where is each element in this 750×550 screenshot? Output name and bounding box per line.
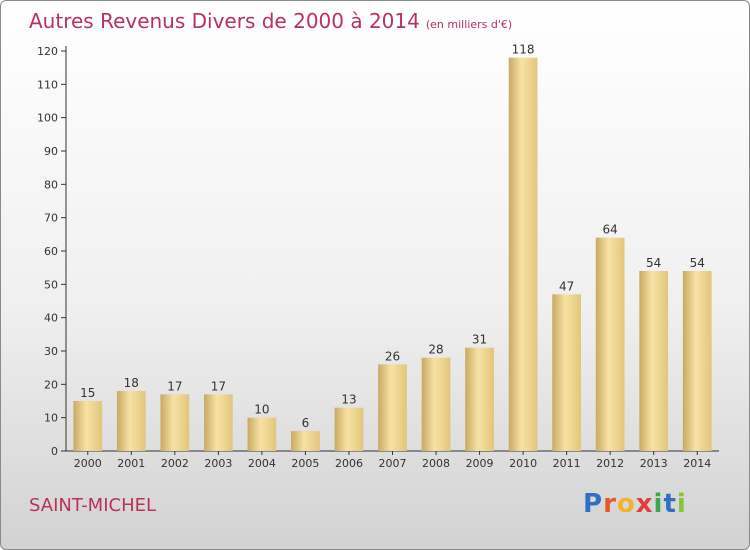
x-tick-label: 2006 (335, 457, 363, 470)
y-tick-label: 100 (37, 112, 58, 125)
y-tick-label: 50 (44, 278, 58, 291)
y-tick-label: 70 (44, 212, 58, 225)
chart-title: Autres Revenus Divers de 2000 à 2014 (en … (29, 9, 512, 33)
bar (465, 347, 494, 451)
y-tick-label: 30 (44, 345, 58, 358)
bar-value-label: 64 (603, 223, 618, 237)
logo-letter: i (676, 489, 687, 519)
x-tick-label: 2004 (248, 457, 276, 470)
bar-value-label: 47 (559, 279, 574, 293)
bar-value-label: 118 (512, 43, 535, 57)
bar (204, 394, 233, 451)
x-tick-label: 2005 (291, 457, 319, 470)
logo-letter: t (663, 489, 677, 519)
x-tick-label: 2000 (74, 457, 102, 470)
bar-value-label: 17 (167, 379, 182, 393)
bar (73, 401, 103, 451)
bar (160, 394, 190, 451)
bar (639, 271, 669, 451)
bar (682, 271, 712, 451)
bar (334, 407, 364, 451)
bar-value-label: 17 (211, 379, 226, 393)
bar-value-label: 28 (428, 343, 443, 357)
y-tick-label: 20 (44, 378, 58, 391)
x-tick-label: 2007 (379, 457, 407, 470)
bar (595, 237, 625, 451)
bar (421, 357, 451, 451)
proxiti-logo: Proxiti (583, 489, 687, 519)
bar (247, 417, 277, 451)
logo-letter: r (603, 489, 617, 519)
x-tick-label: 2008 (422, 457, 450, 470)
logo-letter: o (616, 489, 636, 519)
bar-value-label: 10 (254, 403, 269, 417)
bar-value-label: 13 (341, 393, 356, 407)
y-tick-label: 0 (51, 445, 58, 458)
commune-name: SAINT-MICHEL (29, 495, 157, 516)
y-tick-label: 60 (44, 245, 58, 258)
logo-letter: i (653, 489, 664, 519)
bar-value-label: 54 (646, 256, 661, 270)
chart-subtitle: (en milliers d'€) (425, 18, 513, 31)
bar (291, 431, 320, 451)
bar (116, 391, 146, 451)
bar (508, 57, 538, 452)
title-text: Autres Revenus Divers de 2000 à 2014 (29, 9, 420, 33)
x-tick-label: 2001 (117, 457, 145, 470)
bar-value-label: 31 (472, 333, 487, 347)
bar-value-label: 18 (124, 376, 139, 390)
bar (378, 364, 407, 451)
x-tick-label: 2003 (204, 457, 232, 470)
bar-value-label: 26 (385, 349, 400, 363)
bar (552, 294, 581, 451)
y-tick-label: 110 (37, 78, 58, 91)
x-tick-label: 2011 (553, 457, 581, 470)
x-tick-label: 2010 (509, 457, 537, 470)
x-tick-label: 2009 (466, 457, 494, 470)
x-tick-label: 2013 (640, 457, 668, 470)
x-tick-label: 2002 (161, 457, 189, 470)
logo-letter: x (635, 489, 654, 519)
x-tick-label: 2014 (683, 457, 711, 470)
bar-value-label: 54 (690, 256, 705, 270)
y-tick-label: 80 (44, 178, 58, 191)
bar-value-label: 6 (302, 416, 310, 430)
y-tick-label: 90 (44, 145, 58, 158)
x-tick-label: 2012 (596, 457, 624, 470)
bar-value-label: 15 (80, 386, 95, 400)
logo-letter: P (583, 489, 604, 519)
y-tick-label: 120 (37, 45, 58, 58)
y-tick-label: 40 (44, 312, 58, 325)
y-tick-label: 10 (44, 412, 58, 425)
